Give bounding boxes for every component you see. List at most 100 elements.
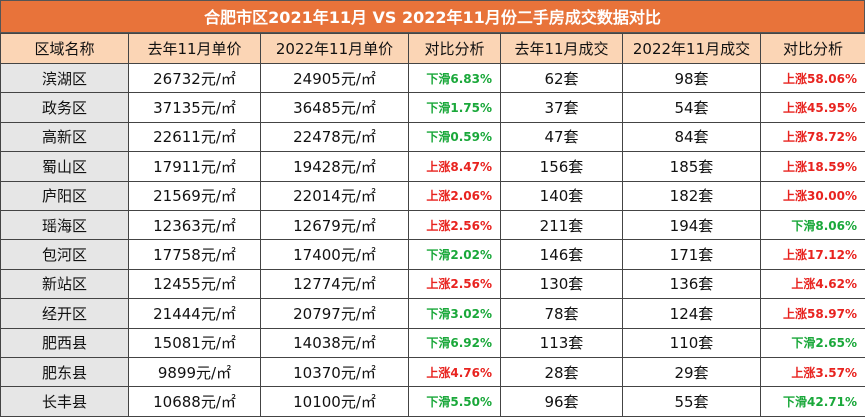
trend-cell: 上涨78.72%: [761, 122, 865, 151]
trend-cell: 上涨4.76%: [409, 357, 501, 386]
value-cell: 20797元/㎡: [261, 299, 409, 328]
trend-cell: 上涨2.06%: [409, 181, 501, 210]
column-header: 2022年11月成交: [623, 34, 761, 64]
value-cell: 21569元/㎡: [129, 181, 261, 210]
value-cell: 17758元/㎡: [129, 240, 261, 269]
column-header: 2022年11月单价: [261, 34, 409, 64]
trend-cell: 上涨2.56%: [409, 269, 501, 298]
value-cell: 136套: [623, 269, 761, 298]
value-cell: 10370元/㎡: [261, 357, 409, 386]
column-header: 去年11月成交: [501, 34, 623, 64]
region-cell: 蜀山区: [1, 152, 129, 181]
value-cell: 54套: [623, 93, 761, 122]
table-title: 合肥市区2021年11月 VS 2022年11月份二手房成交数据对比: [0, 0, 865, 33]
value-cell: 171套: [623, 240, 761, 269]
value-cell: 37套: [501, 93, 623, 122]
trend-cell: 上涨58.97%: [761, 299, 865, 328]
value-cell: 15081元/㎡: [129, 328, 261, 357]
value-cell: 110套: [623, 328, 761, 357]
trend-cell: 下滑6.92%: [409, 328, 501, 357]
trend-cell: 上涨8.47%: [409, 152, 501, 181]
trend-cell: 上涨58.06%: [761, 64, 865, 93]
value-cell: 55套: [623, 387, 761, 416]
value-cell: 17911元/㎡: [129, 152, 261, 181]
region-cell: 新站区: [1, 269, 129, 298]
value-cell: 12363元/㎡: [129, 210, 261, 239]
trend-cell: 上涨17.12%: [761, 240, 865, 269]
value-cell: 140套: [501, 181, 623, 210]
value-cell: 22014元/㎡: [261, 181, 409, 210]
region-cell: 包河区: [1, 240, 129, 269]
region-cell: 肥西县: [1, 328, 129, 357]
value-cell: 130套: [501, 269, 623, 298]
region-cell: 高新区: [1, 122, 129, 151]
region-cell: 肥东县: [1, 357, 129, 386]
trend-cell: 下滑1.75%: [409, 93, 501, 122]
value-cell: 10100元/㎡: [261, 387, 409, 416]
trend-cell: 上涨2.56%: [409, 210, 501, 239]
column-header: 去年11月单价: [129, 34, 261, 64]
value-cell: 84套: [623, 122, 761, 151]
trend-cell: 下滑2.65%: [761, 328, 865, 357]
trend-cell: 上涨30.00%: [761, 181, 865, 210]
value-cell: 12455元/㎡: [129, 269, 261, 298]
value-cell: 47套: [501, 122, 623, 151]
column-header: 区域名称: [1, 34, 129, 64]
value-cell: 12679元/㎡: [261, 210, 409, 239]
trend-cell: 下滑3.02%: [409, 299, 501, 328]
trend-cell: 下滑5.50%: [409, 387, 501, 416]
value-cell: 9899元/㎡: [129, 357, 261, 386]
value-cell: 22478元/㎡: [261, 122, 409, 151]
column-header: 对比分析: [409, 34, 501, 64]
value-cell: 124套: [623, 299, 761, 328]
trend-cell: 上涨4.62%: [761, 269, 865, 298]
value-cell: 22611元/㎡: [129, 122, 261, 151]
value-cell: 37135元/㎡: [129, 93, 261, 122]
region-cell: 瑶海区: [1, 210, 129, 239]
trend-cell: 下滑0.59%: [409, 122, 501, 151]
value-cell: 156套: [501, 152, 623, 181]
value-cell: 19428元/㎡: [261, 152, 409, 181]
trend-cell: 上涨45.95%: [761, 93, 865, 122]
trend-cell: 下滑42.71%: [761, 387, 865, 416]
value-cell: 146套: [501, 240, 623, 269]
value-cell: 182套: [623, 181, 761, 210]
value-cell: 78套: [501, 299, 623, 328]
region-cell: 政务区: [1, 93, 129, 122]
column-header: 对比分析: [761, 34, 865, 64]
value-cell: 113套: [501, 328, 623, 357]
region-cell: 滨湖区: [1, 64, 129, 93]
value-cell: 21444元/㎡: [129, 299, 261, 328]
region-cell: 庐阳区: [1, 181, 129, 210]
value-cell: 26732元/㎡: [129, 64, 261, 93]
trend-cell: 上涨3.57%: [761, 357, 865, 386]
value-cell: 29套: [623, 357, 761, 386]
value-cell: 62套: [501, 64, 623, 93]
value-cell: 12774元/㎡: [261, 269, 409, 298]
value-cell: 211套: [501, 210, 623, 239]
value-cell: 98套: [623, 64, 761, 93]
value-cell: 17400元/㎡: [261, 240, 409, 269]
value-cell: 14038元/㎡: [261, 328, 409, 357]
value-cell: 36485元/㎡: [261, 93, 409, 122]
trend-cell: 下滑6.83%: [409, 64, 501, 93]
value-cell: 24905元/㎡: [261, 64, 409, 93]
region-cell: 经开区: [1, 299, 129, 328]
value-cell: 28套: [501, 357, 623, 386]
value-cell: 194套: [623, 210, 761, 239]
value-cell: 96套: [501, 387, 623, 416]
region-cell: 长丰县: [1, 387, 129, 416]
